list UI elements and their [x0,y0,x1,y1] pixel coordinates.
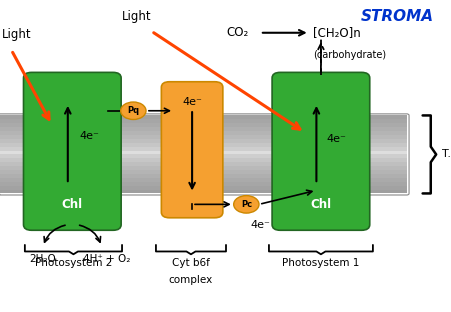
Text: Chl: Chl [310,198,331,211]
Text: T.M: T.M [441,149,451,159]
Bar [0,158,406,162]
Text: Chl: Chl [62,198,83,211]
Bar [0,119,406,123]
Bar [0,127,406,131]
Text: Photosystem 1: Photosystem 1 [281,258,359,268]
Text: (carbohydrate): (carbohydrate) [312,50,385,60]
Bar [0,135,406,139]
Bar [0,139,406,143]
Bar [0,150,406,154]
Bar [0,115,406,119]
Text: CO₂: CO₂ [226,26,248,39]
Text: 4e⁻: 4e⁻ [79,131,99,141]
Text: 2H₂O: 2H₂O [29,254,56,264]
Text: Pq: Pq [127,106,139,115]
Bar [0,143,406,147]
Text: 4e⁻: 4e⁻ [250,220,270,230]
Text: 4e⁻: 4e⁻ [326,134,345,144]
Text: 4e⁻: 4e⁻ [182,97,202,107]
Bar [0,123,406,127]
Bar [0,162,406,166]
Text: Light: Light [2,27,32,41]
Bar [0,170,406,174]
FancyBboxPatch shape [23,72,121,230]
Text: Photosystem 2: Photosystem 2 [35,258,112,268]
Bar [0,186,406,189]
Text: STROMA: STROMA [360,9,433,24]
Circle shape [120,102,146,119]
Text: complex: complex [169,275,212,285]
Bar [0,154,406,158]
Bar [0,178,406,182]
Text: Pc: Pc [240,200,251,209]
Bar [0,131,406,135]
Bar [0,166,406,170]
Text: 4H⁺ + O₂: 4H⁺ + O₂ [83,254,129,264]
Text: [CH₂O]n: [CH₂O]n [312,26,360,39]
Bar [0,182,406,186]
Bar [0,147,406,150]
Bar [0,189,406,193]
Text: Cyt b6f: Cyt b6f [172,258,209,268]
FancyBboxPatch shape [161,82,222,218]
Circle shape [233,196,258,213]
Bar [0,174,406,178]
FancyBboxPatch shape [272,72,369,230]
Text: Light: Light [122,10,152,23]
